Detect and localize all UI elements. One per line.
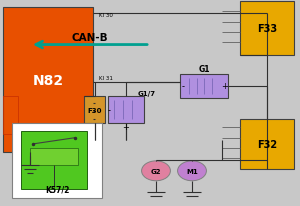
Bar [180, 74, 228, 99]
Text: F33: F33 [257, 24, 277, 34]
Text: F32: F32 [257, 139, 277, 149]
Bar [3, 97, 18, 134]
Text: F30: F30 [87, 107, 102, 113]
Text: G2: G2 [151, 168, 161, 174]
Bar [84, 97, 105, 124]
Text: -: - [108, 106, 111, 115]
Bar [21, 132, 87, 190]
Bar [240, 2, 294, 56]
Text: KI 30: KI 30 [99, 13, 113, 18]
Text: -: - [182, 82, 184, 91]
Text: +: + [222, 82, 228, 91]
Text: N82: N82 [32, 73, 64, 87]
Text: G1: G1 [198, 64, 210, 74]
Circle shape [178, 161, 206, 181]
Text: CAN-B: CAN-B [72, 33, 108, 43]
Bar [12, 124, 102, 198]
Text: G1/7: G1/7 [138, 90, 156, 96]
Bar [108, 97, 144, 124]
Text: K57/2: K57/2 [45, 185, 69, 194]
Bar [30, 148, 78, 165]
Text: KI 31: KI 31 [99, 76, 113, 81]
Bar [240, 119, 294, 169]
Bar [3, 8, 93, 152]
Circle shape [142, 161, 170, 181]
Text: +: + [123, 123, 129, 132]
Text: M1: M1 [186, 168, 198, 174]
